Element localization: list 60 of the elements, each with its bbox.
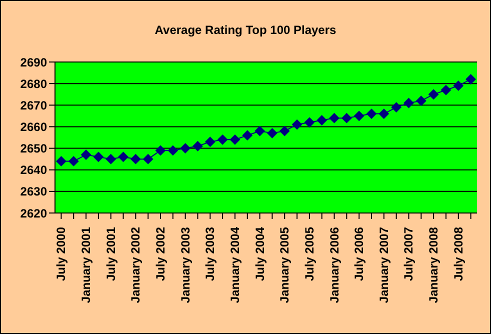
chart-title: Average Rating Top 100 Players [154,23,338,37]
x-tick-label: July 2008 [451,226,466,282]
point [404,98,414,108]
x-tick-label: January 2008 [426,226,441,304]
y-tick-label: 2660 [20,120,48,134]
point [440,85,451,96]
point [416,96,426,106]
point [218,134,228,145]
point [242,130,252,140]
x-tick-label: January 2005 [278,226,292,304]
point [292,120,302,130]
y-tick-label: 2680 [20,76,48,91]
point [466,74,476,84]
point [329,113,340,124]
point [342,113,352,124]
y-tick-label: 2640 [20,163,48,178]
x-tick-label: July 2003 [203,226,218,282]
point [156,145,166,156]
x-tick-label: July 2005 [302,226,316,282]
x-tick-label: January 2006 [327,226,342,304]
x-tick-label: July 2002 [154,226,168,282]
x-tick-label: January 2007 [376,226,391,304]
point [428,89,439,100]
point [106,154,116,164]
y-tick-label: 2690 [20,55,48,70]
point [180,143,190,154]
x-tick-label: January 2004 [228,226,242,304]
point [168,145,178,156]
y-tick-label: 2670 [20,98,48,112]
x-tick-label: January 2003 [178,226,192,304]
point [93,152,104,162]
y-tick-label: 2650 [20,142,48,156]
x-tick-label: January 2002 [128,226,143,304]
point [254,126,265,136]
point [280,126,290,136]
point [304,117,314,128]
x-tick-label: January 2001 [79,226,94,304]
x-tick-label: July 2004 [252,226,267,282]
y-tick-label: 2630 [20,184,48,199]
x-tick-label: July 2006 [352,226,366,282]
y-tick-label: 2620 [20,206,48,220]
point [205,136,216,147]
point [391,102,402,112]
point [366,108,376,119]
x-tick-label: July 2007 [402,226,416,282]
x-tick-label: July 2000 [54,226,68,282]
point [354,110,364,121]
point [118,152,128,162]
x-tick-label: July 2001 [104,226,118,282]
point [130,154,141,164]
point [453,80,464,91]
point [56,156,66,166]
point [230,134,240,145]
point [68,156,79,166]
point [81,150,92,160]
point [192,141,203,152]
point [143,154,154,164]
point [378,108,389,119]
point [267,128,278,138]
point [316,115,327,126]
